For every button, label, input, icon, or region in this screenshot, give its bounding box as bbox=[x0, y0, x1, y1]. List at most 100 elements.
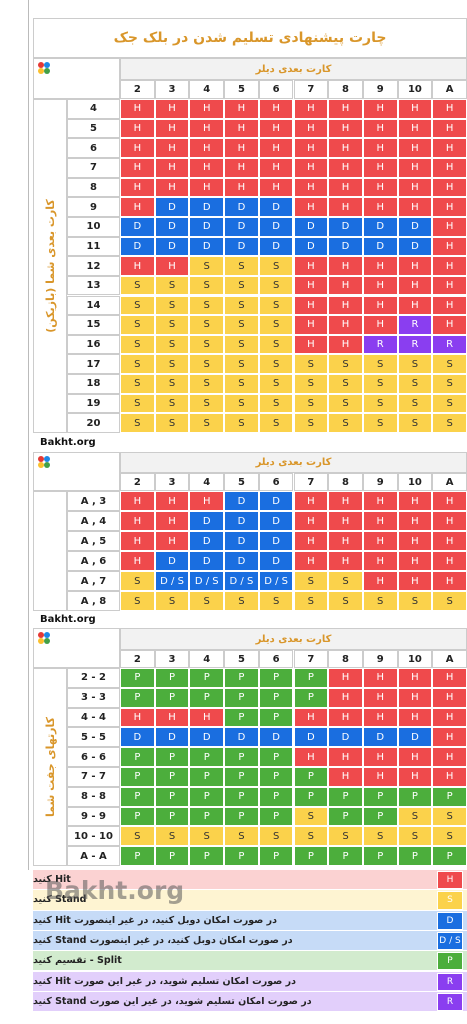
legend-text: در صورت امکان تسلیم شوید، در غیر این صور… bbox=[33, 971, 467, 992]
side-column bbox=[33, 491, 67, 611]
logo-dot bbox=[44, 68, 50, 74]
cell: H bbox=[328, 118, 363, 139]
row-label: 8 bbox=[67, 177, 120, 198]
footer: Bakht.org bbox=[40, 614, 96, 625]
column-header: 2 bbox=[120, 80, 155, 99]
cell: D bbox=[293, 216, 329, 237]
row-label: A , 4 bbox=[67, 511, 120, 531]
cell: H bbox=[328, 197, 363, 217]
cell: P bbox=[432, 786, 467, 807]
cell: S bbox=[224, 393, 259, 414]
cell: D bbox=[258, 216, 294, 237]
cell: D bbox=[154, 727, 190, 748]
cell: H bbox=[258, 99, 294, 119]
legend-code: P bbox=[437, 952, 463, 971]
cell: S bbox=[293, 571, 329, 591]
cell: R bbox=[397, 315, 433, 335]
cell: H bbox=[189, 491, 225, 511]
cell: D / S bbox=[189, 571, 225, 591]
cell: S bbox=[224, 295, 259, 316]
cell: H bbox=[120, 511, 155, 531]
cell: H bbox=[293, 118, 329, 139]
legend-code: D bbox=[437, 911, 463, 930]
cell: H bbox=[293, 531, 329, 551]
cell: H bbox=[328, 687, 363, 708]
cell: S bbox=[397, 806, 433, 827]
cell: S bbox=[432, 413, 467, 434]
row-label: 20 bbox=[67, 413, 120, 434]
legend-code: S bbox=[437, 891, 463, 910]
column-header: 5 bbox=[224, 650, 259, 668]
cell: H bbox=[120, 99, 155, 119]
cell: S bbox=[120, 315, 155, 335]
cell: H bbox=[224, 177, 259, 198]
cell: H bbox=[120, 491, 155, 511]
cell: H bbox=[154, 138, 190, 158]
cell: P bbox=[224, 707, 259, 728]
cell: H bbox=[432, 99, 467, 119]
cell: D bbox=[189, 551, 225, 571]
cell: H bbox=[328, 157, 363, 178]
cell: P bbox=[189, 786, 225, 807]
cell: S bbox=[397, 374, 433, 394]
dealer-label: کارت بعدی دیلر bbox=[120, 452, 467, 473]
cell: H bbox=[189, 138, 225, 158]
cell: P bbox=[154, 747, 190, 767]
cell: H bbox=[154, 511, 190, 531]
corner bbox=[33, 452, 120, 491]
cell: H bbox=[432, 767, 467, 787]
cell: H bbox=[328, 747, 363, 767]
cell: S bbox=[154, 591, 190, 611]
cell: S bbox=[224, 334, 259, 355]
cell: S bbox=[154, 393, 190, 414]
cell: S bbox=[224, 374, 259, 394]
cell: S bbox=[432, 826, 467, 847]
cell: S bbox=[224, 256, 259, 276]
cell: H bbox=[362, 157, 398, 178]
cell: H bbox=[328, 138, 363, 158]
cell: S bbox=[120, 374, 155, 394]
cell: S bbox=[258, 295, 294, 316]
cell: H bbox=[328, 668, 363, 688]
cell: S bbox=[432, 354, 467, 375]
cell: H bbox=[328, 256, 363, 276]
cell: H bbox=[397, 99, 433, 119]
cell: D bbox=[224, 727, 259, 748]
logo-dot bbox=[38, 632, 44, 638]
cell: P bbox=[224, 767, 259, 787]
column-header: 6 bbox=[258, 650, 294, 668]
cell: H bbox=[293, 157, 329, 178]
cell: S bbox=[362, 393, 398, 414]
row-label: A , 3 bbox=[67, 491, 120, 511]
cell: P bbox=[189, 747, 225, 767]
cell: S bbox=[362, 413, 398, 434]
row-label: 10 bbox=[67, 216, 120, 237]
cell: H bbox=[362, 491, 398, 511]
row-label: 2 - 2 bbox=[67, 668, 120, 688]
cell: D bbox=[189, 216, 225, 237]
cell: H bbox=[189, 707, 225, 728]
cell: H bbox=[328, 531, 363, 551]
cell: D bbox=[328, 216, 363, 237]
cell: H bbox=[397, 668, 433, 688]
cell: H bbox=[120, 138, 155, 158]
cell: D bbox=[224, 491, 259, 511]
cell: D bbox=[293, 236, 329, 257]
cell: D bbox=[189, 727, 225, 748]
logo-dot bbox=[38, 68, 44, 74]
row-label: 3 - 3 bbox=[67, 687, 120, 708]
cell: H bbox=[362, 531, 398, 551]
cell: H bbox=[328, 767, 363, 787]
cell: S bbox=[432, 393, 467, 414]
row-label: 19 bbox=[67, 393, 120, 414]
cell: D bbox=[362, 727, 398, 748]
column-header: 5 bbox=[224, 80, 259, 99]
cell: S bbox=[258, 334, 294, 355]
cell: H bbox=[189, 157, 225, 178]
cell: D bbox=[120, 216, 155, 237]
cell: S bbox=[397, 393, 433, 414]
legend-text: Hit کنید bbox=[33, 870, 467, 891]
logo-dot bbox=[44, 632, 50, 638]
cell: S bbox=[154, 413, 190, 434]
cell: H bbox=[432, 236, 467, 257]
